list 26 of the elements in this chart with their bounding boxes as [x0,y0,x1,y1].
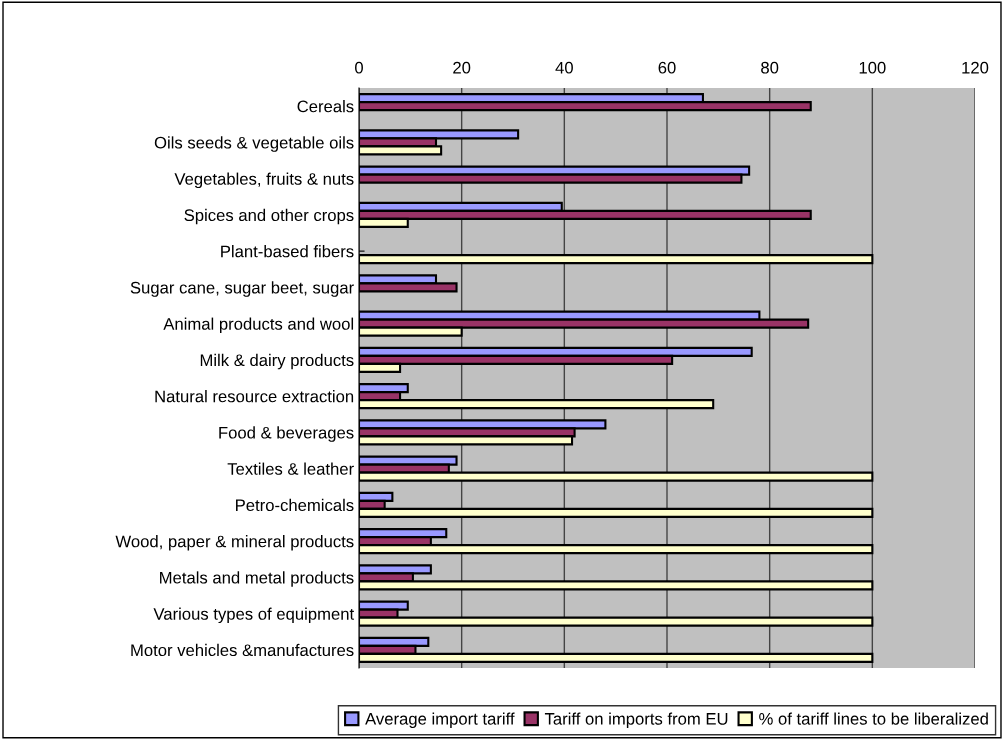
y-tick-label: Motor vehicles &manufactures [131,643,354,657]
x-tick-label: 0 [355,61,363,74]
y-tick-label: Oils seeds & vegetable oils [154,136,354,152]
x-tick-label: 40 [555,61,573,74]
y-tick-label: Animal products and wool [163,317,354,334]
y-tick-label: Spices and other crops [184,208,354,225]
x-tick-label: 20 [453,61,471,74]
y-tick-label: Plant-based fibers [221,245,354,258]
y-tick-label: Wood, paper & mineral products [115,535,354,551]
x-tick-label: 60 [658,61,676,74]
y-tick-label: Metals and metal products [160,571,354,587]
y-tick-label: Textiles & leather [227,462,354,475]
legend-label: Average import tariff [365,712,515,729]
y-tick-label: Sugar cane, sugar beet, sugar [130,281,354,297]
y-tick-label: Petro-chemicals [236,498,354,512]
y-tick-label: Milk & dairy products [200,353,354,370]
y-tick-label: Cereals [297,100,354,113]
y-tick-label: Various types of equipment [153,607,355,624]
legend-label: % of tariff lines to be liberalized [759,712,988,725]
y-tick-label: Natural resource extraction [155,390,354,403]
y-tick-label: Food & beverages [219,426,354,442]
y-tick-label: Vegetables, fruits & nuts [174,172,354,189]
legend-label: Tariff on imports from EU [544,712,728,729]
x-tick-label: 100 [859,61,886,74]
x-tick-label: 80 [761,61,779,74]
x-tick-label: 120 [962,61,989,74]
